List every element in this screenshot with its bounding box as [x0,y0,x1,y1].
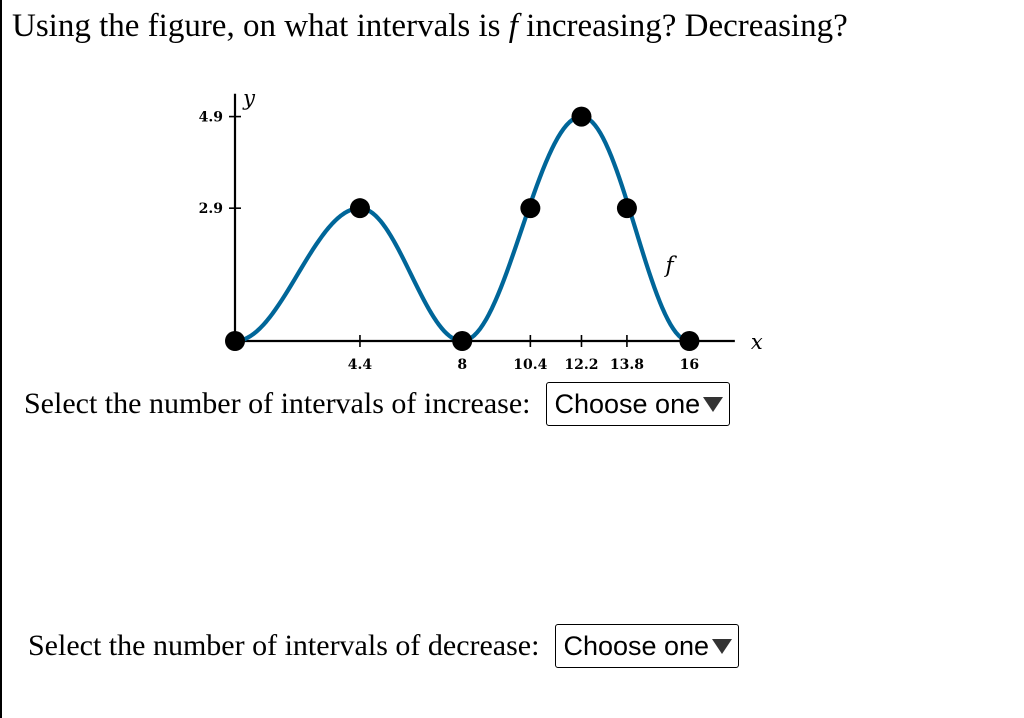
x-axis-label: x [751,330,763,354]
question-suffix: increasing? Decreasing? [517,8,848,44]
increase-dropdown[interactable]: Choose one [546,382,731,426]
x-tick-label: 8 [457,357,467,373]
curve-layer [234,114,690,344]
axes [229,93,735,347]
x-tick-label: 10.4 [513,357,547,373]
labels-layer: 4.4 8 10.4 12.2 13.8 16 2.9 4.9 x y f [199,86,763,373]
increase-row: Select the number of intervals of increa… [24,382,731,426]
data-point [679,331,700,351]
data-point [225,331,245,351]
data-point [520,198,541,219]
data-point [616,198,637,219]
question-prefix: Using the figure, on what intervals is [12,8,509,44]
decrease-dropdown[interactable]: Choose one [555,624,740,668]
x-tick-label: 13.8 [610,357,644,373]
increase-label: Select the number of intervals of increa… [24,387,531,420]
function-graph: 4.4 8 10.4 12.2 13.8 16 2.9 4.9 x y f [199,86,763,373]
page-left-border [0,0,2,718]
data-point [452,331,473,351]
dropdown-arrow-icon [712,638,733,654]
y-tick-label: 4.9 [199,110,223,126]
x-tick-label: 16 [680,357,699,373]
decrease-row: Select the number of intervals of decrea… [28,624,740,668]
dropdown-arrow-icon [703,396,724,412]
y-axis-label: y [242,86,256,110]
curve-label: f [663,253,677,278]
x-tick-label: 12.2 [564,357,598,373]
data-point [571,106,592,127]
points-layer [225,106,700,351]
data-point [349,198,370,219]
decrease-label: Select the number of intervals of decrea… [28,629,540,662]
function-name: f [508,8,518,44]
decrease-dropdown-value: Choose one [563,630,710,661]
y-tick-label: 2.9 [199,201,223,217]
function-curve [234,114,690,344]
x-tick-label: 4.4 [348,357,373,373]
increase-dropdown-value: Choose one [554,388,701,419]
question-text: Using the figure, on what intervals is f… [12,6,848,46]
